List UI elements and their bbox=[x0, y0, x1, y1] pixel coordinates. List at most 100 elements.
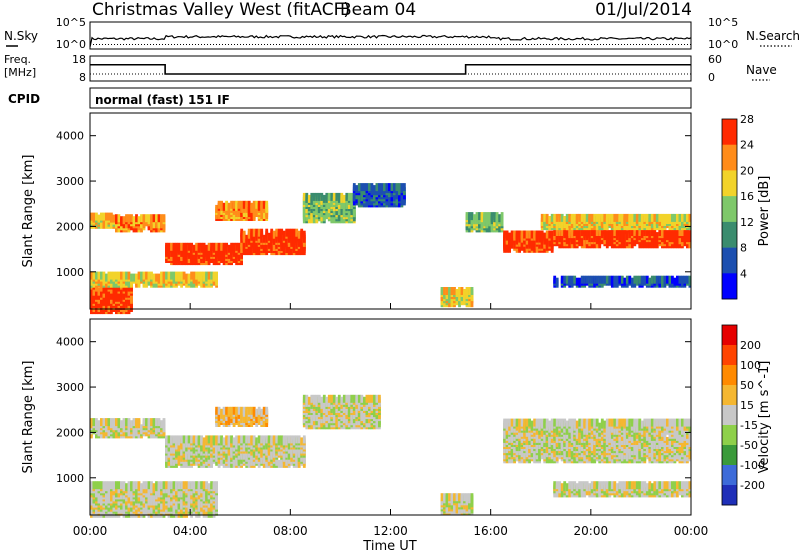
power-cell bbox=[245, 245, 249, 253]
velocity-cell bbox=[305, 405, 309, 413]
power-cell bbox=[140, 271, 143, 280]
power-cell bbox=[182, 271, 186, 280]
power-cell bbox=[573, 213, 577, 222]
power-cell bbox=[540, 218, 544, 226]
power-cell bbox=[297, 230, 301, 239]
velocity-cell bbox=[97, 426, 101, 435]
power-cell bbox=[525, 230, 529, 239]
power-cell bbox=[110, 212, 113, 221]
power-cell bbox=[443, 287, 446, 295]
power-cell bbox=[668, 213, 672, 222]
velocity-cell bbox=[272, 435, 276, 444]
power-cell bbox=[603, 228, 607, 236]
power-cell bbox=[102, 297, 106, 306]
power-cell bbox=[310, 192, 314, 201]
velocity-cell bbox=[325, 396, 329, 405]
power-cell bbox=[605, 213, 609, 222]
velocity-cell bbox=[373, 409, 376, 418]
velocity-cell bbox=[212, 509, 216, 518]
power-cell bbox=[245, 200, 249, 209]
velocity-cell bbox=[157, 481, 161, 490]
power-cell bbox=[247, 200, 251, 209]
velocity-cell bbox=[295, 455, 299, 464]
velocity-cell bbox=[325, 407, 329, 415]
power-cell bbox=[563, 275, 567, 284]
velocity-band bbox=[440, 493, 474, 516]
velocity-cell bbox=[242, 451, 246, 460]
velocity-cell bbox=[347, 394, 351, 403]
power-cell bbox=[317, 192, 321, 201]
power-cell bbox=[533, 230, 536, 239]
velocity-cell bbox=[197, 495, 201, 504]
velocity-cell bbox=[262, 455, 266, 464]
power-cell bbox=[528, 238, 531, 247]
velocity-cell bbox=[177, 509, 181, 518]
velocity-cell bbox=[245, 435, 249, 444]
velocity-cell bbox=[160, 501, 163, 510]
power-cell bbox=[345, 201, 349, 209]
power-cell bbox=[618, 240, 622, 249]
power-cell bbox=[302, 192, 306, 201]
power-cell bbox=[588, 275, 592, 284]
power-cell bbox=[548, 216, 552, 224]
velocity-cell bbox=[365, 415, 369, 424]
power-cell bbox=[305, 213, 309, 222]
power-cell bbox=[540, 230, 544, 239]
velocity-cell bbox=[122, 481, 126, 490]
power-cell bbox=[603, 213, 607, 222]
velocity-cell bbox=[360, 409, 364, 418]
power-cell bbox=[440, 287, 444, 295]
velocity-cell bbox=[200, 499, 203, 508]
power-cell bbox=[147, 271, 151, 280]
power-cell bbox=[488, 212, 491, 221]
power-cell bbox=[292, 234, 296, 243]
power-cell bbox=[247, 247, 251, 256]
power-cell bbox=[465, 212, 469, 221]
power-cell bbox=[608, 275, 612, 284]
velocity-cell bbox=[207, 483, 211, 492]
velocity-cell bbox=[212, 435, 216, 444]
power-cell bbox=[272, 243, 276, 251]
power-cell bbox=[175, 242, 178, 251]
power-cell bbox=[688, 213, 692, 222]
power-cell bbox=[450, 287, 454, 295]
velocity-cell bbox=[205, 481, 208, 490]
power-cell bbox=[160, 214, 163, 223]
power-cell bbox=[628, 213, 632, 222]
velocity-cell bbox=[518, 443, 521, 452]
power-cell bbox=[398, 193, 401, 202]
power-cell bbox=[210, 242, 213, 251]
power-cell bbox=[520, 240, 524, 249]
power-cell bbox=[543, 220, 547, 229]
power-cell bbox=[653, 275, 657, 284]
power-cell bbox=[145, 271, 148, 280]
velocity-cell bbox=[152, 483, 156, 492]
velocity-cell bbox=[523, 422, 526, 431]
velocity-cell bbox=[270, 447, 274, 456]
velocity-cell bbox=[142, 418, 146, 427]
power-cell bbox=[192, 244, 196, 253]
velocity-cell bbox=[225, 406, 228, 415]
velocity-cell bbox=[515, 418, 519, 427]
power-band bbox=[540, 213, 692, 231]
velocity-cell bbox=[240, 435, 243, 444]
colorbar-swatch bbox=[722, 196, 737, 223]
power-cell bbox=[125, 299, 128, 308]
velocity-cell bbox=[220, 435, 223, 444]
velocity-cell bbox=[515, 437, 519, 445]
power-cell bbox=[260, 228, 264, 237]
power-cell bbox=[250, 228, 254, 237]
power-cell bbox=[315, 203, 319, 212]
power-cell bbox=[668, 275, 672, 284]
power-cell bbox=[681, 275, 684, 284]
velocity-cell bbox=[285, 435, 289, 444]
power-cell bbox=[257, 228, 261, 237]
velocity-cell bbox=[300, 437, 304, 446]
velocity-cell bbox=[145, 485, 148, 494]
velocity-cell bbox=[533, 418, 536, 427]
velocity-cell bbox=[365, 394, 369, 403]
velocity-cell bbox=[302, 435, 306, 444]
power-cell bbox=[285, 245, 289, 253]
power-cell bbox=[262, 211, 266, 219]
